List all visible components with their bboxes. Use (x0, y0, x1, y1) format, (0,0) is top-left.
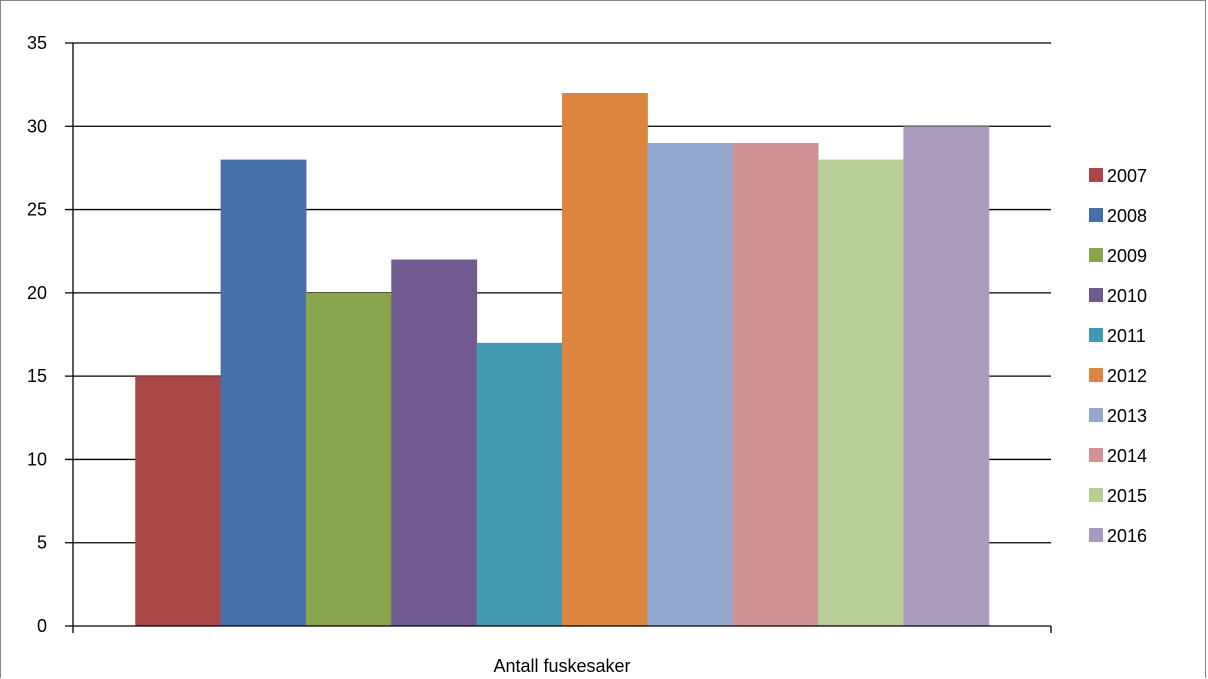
y-tick-label: 30 (27, 116, 47, 136)
bar-2013 (647, 142, 734, 626)
legend-label: 2008 (1107, 206, 1147, 226)
legend-swatch-2012 (1089, 368, 1103, 382)
legend-swatch-2016 (1089, 528, 1103, 542)
bar-2011 (476, 342, 563, 626)
legend-swatch-2015 (1089, 488, 1103, 502)
legend-label: 2012 (1107, 366, 1147, 386)
y-tick-label: 10 (27, 449, 47, 469)
legend: 2007 2008 2009 2010 2011 2012 2013 2014 2015 2016 (1089, 166, 1147, 546)
bar-2015 (818, 159, 904, 626)
legend-swatch-2009 (1089, 248, 1103, 262)
bar-2012 (562, 92, 648, 626)
legend-swatch-2007 (1089, 168, 1103, 182)
bar-2010 (391, 259, 478, 626)
legend-label: 2016 (1107, 526, 1147, 546)
legend-swatch-2010 (1089, 288, 1103, 302)
legend-label: 2011 (1107, 326, 1146, 346)
y-tick-label: 15 (27, 366, 47, 386)
x-category-label: Antall fuskesaker (493, 656, 630, 676)
legend-swatch-2013 (1089, 408, 1103, 422)
legend-swatch-2011 (1089, 328, 1103, 342)
y-tick-label: 5 (37, 533, 47, 553)
bar-2009 (305, 292, 392, 626)
legend-swatch-2014 (1089, 448, 1103, 462)
bar-2014 (732, 142, 819, 626)
y-tick-label: 25 (27, 200, 47, 220)
bar-2008 (220, 159, 307, 626)
legend-label: 2013 (1107, 406, 1147, 426)
legend-label: 2010 (1107, 286, 1147, 306)
legend-swatch-2008 (1089, 208, 1103, 222)
y-tick-label: 20 (27, 283, 47, 303)
legend-label: 2007 (1107, 166, 1147, 186)
bars (135, 92, 990, 627)
y-tick-labels: 0 5 10 15 20 25 30 35 (27, 33, 47, 636)
bar-2007 (135, 376, 222, 626)
category-labels: Antall fuskesaker (493, 656, 630, 676)
y-tick-label: 35 (27, 33, 47, 53)
legend-label: 2015 (1107, 486, 1147, 506)
legend-label: 2014 (1107, 446, 1147, 466)
axes (65, 43, 1052, 633)
bar-2016 (903, 126, 990, 627)
legend-label: 2009 (1107, 246, 1147, 266)
y-tick-label: 0 (37, 616, 47, 636)
